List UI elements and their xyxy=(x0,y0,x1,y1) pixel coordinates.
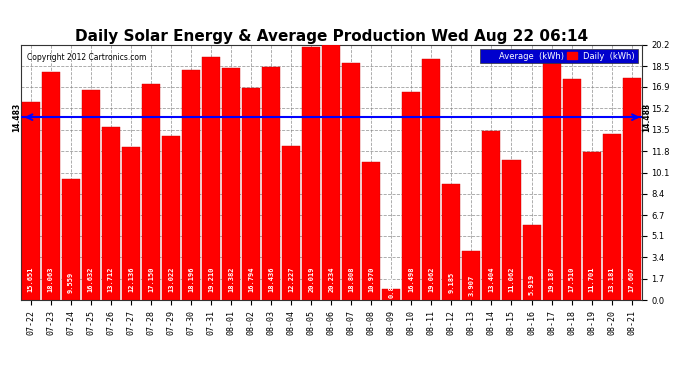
Text: 16.498: 16.498 xyxy=(408,267,414,292)
Text: 20.234: 20.234 xyxy=(328,267,334,292)
Bar xyxy=(342,63,360,300)
Bar xyxy=(262,67,280,300)
Text: 16.794: 16.794 xyxy=(248,267,254,292)
Text: 17.150: 17.150 xyxy=(148,267,154,292)
Bar xyxy=(82,90,100,300)
Text: 19.187: 19.187 xyxy=(549,267,555,292)
Bar xyxy=(302,47,320,300)
Text: 0.874: 0.874 xyxy=(388,277,394,298)
Bar xyxy=(142,84,160,300)
Text: 13.181: 13.181 xyxy=(609,267,615,292)
Bar xyxy=(442,184,460,300)
Text: 12.227: 12.227 xyxy=(288,267,294,292)
Bar xyxy=(522,225,540,300)
Bar xyxy=(462,251,480,300)
Text: 18.382: 18.382 xyxy=(228,267,234,292)
Bar xyxy=(482,131,500,300)
Bar xyxy=(562,79,580,300)
Bar xyxy=(182,70,200,300)
Text: 17.510: 17.510 xyxy=(569,267,575,292)
Text: 3.907: 3.907 xyxy=(469,275,475,296)
Text: 14.483: 14.483 xyxy=(642,102,651,132)
Text: 18.436: 18.436 xyxy=(268,267,274,292)
Bar xyxy=(41,72,60,300)
Text: 18.808: 18.808 xyxy=(348,267,354,292)
Text: 9.559: 9.559 xyxy=(68,272,74,293)
Text: 11.062: 11.062 xyxy=(509,267,515,292)
Text: 18.063: 18.063 xyxy=(48,267,54,292)
Text: 16.632: 16.632 xyxy=(88,267,94,292)
Bar xyxy=(362,162,380,300)
Text: 5.919: 5.919 xyxy=(529,274,535,295)
Bar xyxy=(402,92,420,300)
Bar xyxy=(582,152,600,300)
Bar xyxy=(422,59,440,300)
Bar xyxy=(322,45,340,300)
Bar xyxy=(542,58,560,300)
Text: 13.404: 13.404 xyxy=(489,267,495,292)
Bar xyxy=(202,57,220,300)
Bar xyxy=(602,134,621,300)
Bar xyxy=(162,136,180,300)
Text: 13.712: 13.712 xyxy=(108,267,114,292)
Text: 17.607: 17.607 xyxy=(629,267,635,292)
Bar xyxy=(242,88,260,300)
Text: 11.701: 11.701 xyxy=(589,267,595,292)
Bar xyxy=(21,102,40,300)
Bar xyxy=(502,160,520,300)
Text: Copyright 2012 Cartronics.com: Copyright 2012 Cartronics.com xyxy=(27,53,146,62)
Text: 13.022: 13.022 xyxy=(168,267,174,292)
Text: 15.651: 15.651 xyxy=(28,267,34,292)
Text: 9.185: 9.185 xyxy=(448,272,455,293)
Legend: Average  (kWh), Daily  (kWh): Average (kWh), Daily (kWh) xyxy=(480,49,638,63)
Text: 12.136: 12.136 xyxy=(128,267,134,292)
Bar xyxy=(62,179,80,300)
Bar xyxy=(122,147,140,300)
Text: 19.210: 19.210 xyxy=(208,267,214,292)
Text: 19.062: 19.062 xyxy=(428,267,435,292)
Title: Daily Solar Energy & Average Production Wed Aug 22 06:14: Daily Solar Energy & Average Production … xyxy=(75,29,588,44)
Bar xyxy=(102,127,120,300)
Text: 18.196: 18.196 xyxy=(188,267,194,292)
Text: 20.019: 20.019 xyxy=(308,267,314,292)
Bar xyxy=(382,289,400,300)
Text: 10.970: 10.970 xyxy=(368,267,374,292)
Text: 14.483: 14.483 xyxy=(12,102,21,132)
Bar xyxy=(622,78,641,300)
Bar xyxy=(222,68,240,300)
Bar xyxy=(282,146,300,300)
